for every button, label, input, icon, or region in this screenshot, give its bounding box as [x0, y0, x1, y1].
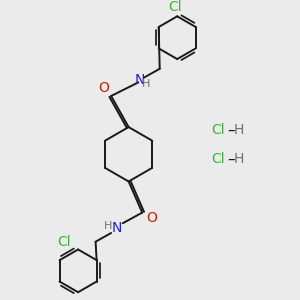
Text: H: H [233, 123, 244, 137]
Text: O: O [146, 212, 158, 225]
Text: Cl: Cl [58, 235, 71, 249]
Text: H: H [104, 221, 112, 231]
Text: O: O [98, 81, 109, 95]
Text: H: H [233, 152, 244, 166]
Text: Cl: Cl [211, 152, 225, 166]
Text: Cl: Cl [168, 0, 182, 14]
Text: H: H [142, 79, 150, 89]
Text: –: – [227, 152, 234, 166]
Text: N: N [134, 74, 145, 87]
Text: N: N [112, 221, 122, 235]
Text: Cl: Cl [211, 123, 225, 137]
Text: –: – [227, 122, 234, 137]
